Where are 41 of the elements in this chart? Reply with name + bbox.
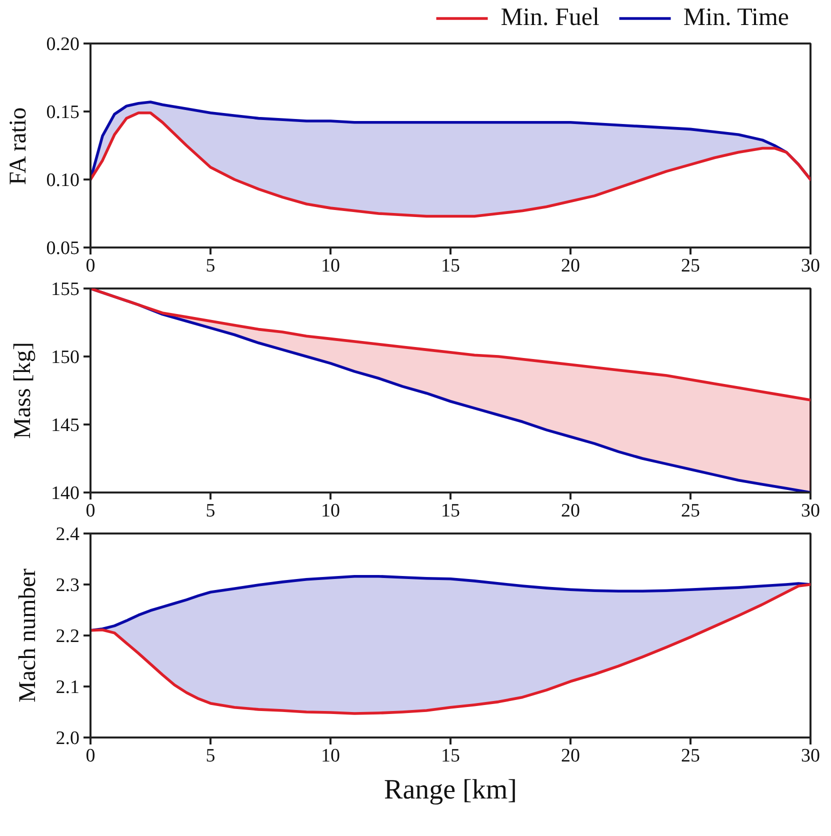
y-axis-title: Mass [kg] [10,342,36,439]
x-tick-label: 0 [86,256,96,276]
y-tick-label: 2.3 [56,575,80,596]
y-tick-label: 2.2 [56,626,80,647]
x-tick-label: 20 [561,746,580,766]
legend-label: Min. Time [683,4,789,32]
y-tick-label: 140 [51,483,80,504]
y-axis-title: FA ratio [5,107,32,185]
x-tick-label: 30 [801,256,820,276]
y-tick-label: 0.10 [46,170,80,191]
y-tick-label: 0.15 [46,102,80,123]
x-tick-label: 25 [681,746,700,766]
x-tick-label: 30 [801,746,820,766]
x-tick-label: 5 [206,256,216,276]
x-tick-label: 15 [441,256,460,276]
y-tick-label: 0.05 [46,238,80,259]
y-tick-label: 0.20 [46,34,80,55]
x-tick-label: 10 [321,746,340,766]
y-tick-label: 2.4 [56,524,80,545]
x-axis-title: Range [km] [384,774,517,806]
legend-label: Min. Fuel [500,4,600,32]
y-tick-label: 2.1 [56,677,80,698]
y-axis-title: Mach number [14,568,41,702]
line-series [90,574,810,632]
y-tick-label: 155 [51,279,80,300]
y-tick-label: 145 [51,415,80,436]
x-tick-label: 0 [86,746,96,766]
x-tick-label: 5 [206,500,216,522]
x-tick-label: 30 [801,500,820,522]
x-tick-label: 20 [561,256,580,276]
x-tick-label: 25 [681,256,700,276]
x-tick-label: 0 [86,500,96,522]
x-tick-label: 25 [681,500,700,522]
x-tick-label: 20 [561,500,580,522]
x-tick-label: 15 [441,500,460,522]
x-tick-label: 10 [321,500,340,522]
x-tick-label: 10 [321,256,340,276]
x-tick-label: 15 [441,746,460,766]
x-tick-label: 5 [206,746,216,766]
y-tick-label: 2.0 [56,728,80,749]
y-tick-label: 150 [51,347,80,368]
